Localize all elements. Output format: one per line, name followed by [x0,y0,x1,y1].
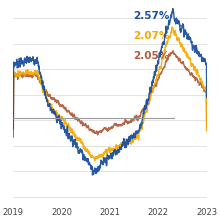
Text: 2.57%: 2.57% [133,11,170,20]
Text: 2.07%: 2.07% [133,31,170,41]
Text: 2.05%: 2.05% [133,51,169,61]
